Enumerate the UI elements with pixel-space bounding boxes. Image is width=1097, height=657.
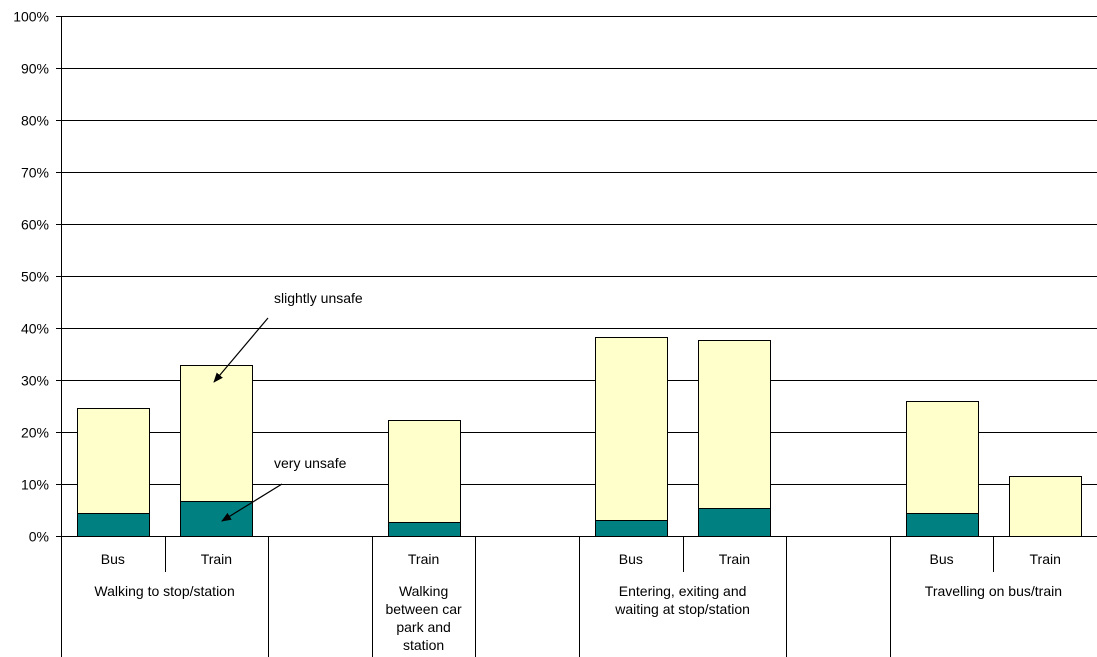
y-tick-label: 90% [21,61,49,77]
bar-segment-very-unsafe [77,513,150,537]
bars [77,337,1082,537]
y-tick-label: 80% [21,113,49,129]
category-label: Train [408,551,439,567]
bar-segment-slightly-unsafe [77,408,150,514]
group-label: Walking between car park and station [385,583,462,653]
group-label: Travelling on bus/train [925,583,1062,599]
y-tick-label: 70% [21,165,49,181]
bar-segment-slightly-unsafe [906,401,979,514]
y-tick-label: 40% [21,321,49,337]
annotation-arrow [213,317,269,383]
y-tick-label: 50% [21,269,49,285]
category-label: Bus [930,551,954,567]
annotation-label: very unsafe [274,455,347,471]
annotation-label: slightly unsafe [274,290,363,306]
bar-segment-slightly-unsafe [180,365,253,502]
x-axis: Bus Train Train Bus Train Bus Train Walking to … [61,16,1097,657]
y-tick-label: 0% [29,529,49,545]
category-label: Train [1030,551,1061,567]
category-label: Train [201,551,232,567]
category-label: Train [719,551,750,567]
category-label: Bus [101,551,125,567]
bar-segment-slightly-unsafe [1009,476,1082,537]
y-tick-label: 30% [21,373,49,389]
bar-segment-very-unsafe [698,508,771,537]
y-tick-label: 10% [21,477,49,493]
bar-segment-very-unsafe [180,501,253,537]
category-label: Bus [619,551,643,567]
bar-segment-slightly-unsafe [388,420,461,523]
group-label: Walking to stop/station [94,583,234,599]
bar-segment-very-unsafe [388,522,461,537]
group-label: Entering, exiting and waiting at stop/sta… [614,583,750,617]
bar-segment-very-unsafe [595,520,668,537]
y-axis-ticks: 0% 10% 20% 30% 40% 50% 60% 70% 80% 90% 100% [13,9,61,545]
annotations: slightly unsafe very unsafe [213,290,363,522]
y-tick-label: 20% [21,425,49,441]
annotation-arrow [221,483,283,522]
y-tick-label: 100% [13,9,49,25]
y-tick-label: 60% [21,217,49,233]
bar-segment-slightly-unsafe [698,340,771,509]
bar-segment-very-unsafe [906,513,979,537]
bar-segment-slightly-unsafe [595,337,668,521]
